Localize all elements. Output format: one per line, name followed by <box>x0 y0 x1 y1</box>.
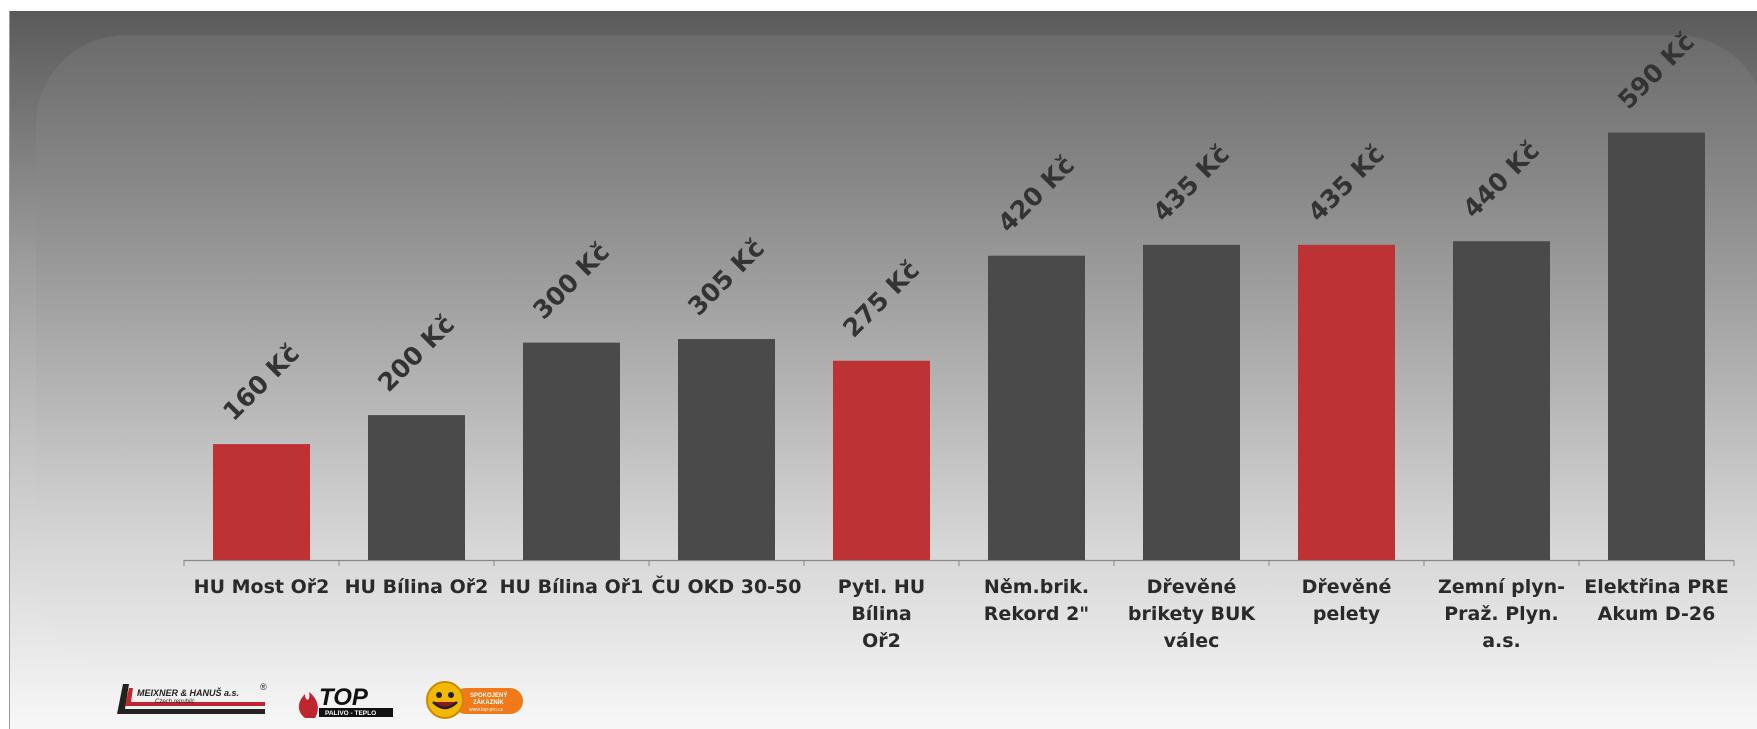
bar <box>1608 132 1705 561</box>
svg-text:ZÁKAZNÍK: ZÁKAZNÍK <box>473 698 504 706</box>
svg-text:Czech republic: Czech republic <box>155 699 195 705</box>
bar <box>523 342 620 560</box>
bar <box>1453 241 1550 560</box>
bar-data-label: 590 Kč <box>1612 27 1700 115</box>
svg-text:www.top-pro.cz: www.top-pro.cz <box>469 707 504 713</box>
bar <box>988 255 1085 560</box>
top-palivo-logo: TOP PALIVO - TEPLO <box>298 684 393 718</box>
svg-text:®: ® <box>260 682 267 692</box>
category-label-line: Rekord 2" <box>983 603 1090 625</box>
category-label: HU Bílina Oř1 <box>495 574 649 601</box>
category-label-line: a.s. <box>1482 630 1521 652</box>
bar-data-label: 160 Kč <box>217 339 305 427</box>
svg-text:MEIXNER & HANUŠ a.s.: MEIXNER & HANUŠ a.s. <box>137 687 239 698</box>
svg-text:PALIVO - TEPLO: PALIVO - TEPLO <box>325 710 376 717</box>
bar <box>1143 244 1240 560</box>
category-label-line: Něm.brik. <box>983 576 1090 598</box>
category-label: Zemní plyn- Praž. Plyn. a.s. <box>1425 574 1579 655</box>
bar <box>833 360 930 560</box>
category-label-line: brikety BUK <box>1127 603 1256 625</box>
category-label: Dřevěné pelety <box>1270 574 1424 628</box>
bar-data-label: 435 Kč <box>1147 139 1235 227</box>
category-label-line: Elektřina PRE <box>1584 576 1729 598</box>
category-label-line: Oř2 <box>862 630 901 652</box>
category-label: HU Bílina Oř2 <box>340 574 494 601</box>
category-label: Elektřina PRE Akum D-26 <box>1580 574 1734 628</box>
category-label: Pytl. HU Bílina Oř2 <box>805 574 959 655</box>
category-label-line: Praž. Plyn. <box>1444 603 1559 625</box>
category-label-line: Dřevěné <box>1146 576 1237 598</box>
bar <box>678 339 775 560</box>
category-label-line: pelety <box>1312 603 1381 625</box>
category-label-line: Akum D-26 <box>1597 603 1716 625</box>
category-label-line: HU Bílina Oř2 <box>344 576 489 598</box>
bar <box>1298 244 1395 560</box>
meixner-hanus-logo: MEIXNER & HANUŠ a.s. Czech republic ® <box>117 682 267 714</box>
category-label-line: Dřevěné <box>1301 576 1392 598</box>
svg-text:SPOKOJENÝ: SPOKOJENÝ <box>470 692 507 699</box>
bar-data-label: 435 Kč <box>1302 139 1390 227</box>
bar-data-label: 275 Kč <box>837 255 925 343</box>
category-label-line: Zemní plyn- <box>1437 576 1566 598</box>
category-label-line: válec <box>1163 630 1220 652</box>
category-label: Dřevěné brikety BUK válec <box>1115 574 1269 655</box>
category-label-line: ČU OKD 30-50 <box>651 576 802 598</box>
bar <box>368 415 465 560</box>
bar-data-label: 200 Kč <box>372 310 460 398</box>
svg-text:TOP: TOP <box>319 684 369 711</box>
category-label-line: HU Bílina Oř1 <box>499 576 644 598</box>
spokojeny-zakaznik-logo: SPOKOJENÝ ZÁKAZNÍK www.top-pro.cz <box>426 681 523 719</box>
category-label: HU Most Oř2 <box>185 574 339 601</box>
category-label-line: Pytl. HU Bílina <box>837 576 926 625</box>
bar-data-label: 300 Kč <box>527 237 615 325</box>
bar <box>213 444 310 560</box>
category-label: Něm.brik. Rekord 2" <box>960 574 1114 628</box>
bar-data-label: 420 Kč <box>992 150 1080 238</box>
category-label: ČU OKD 30-50 <box>650 574 804 601</box>
bar-data-label: 305 Kč <box>682 234 770 322</box>
category-label-line: HU Most Oř2 <box>193 576 330 598</box>
bar-data-label: 440 Kč <box>1457 136 1545 224</box>
